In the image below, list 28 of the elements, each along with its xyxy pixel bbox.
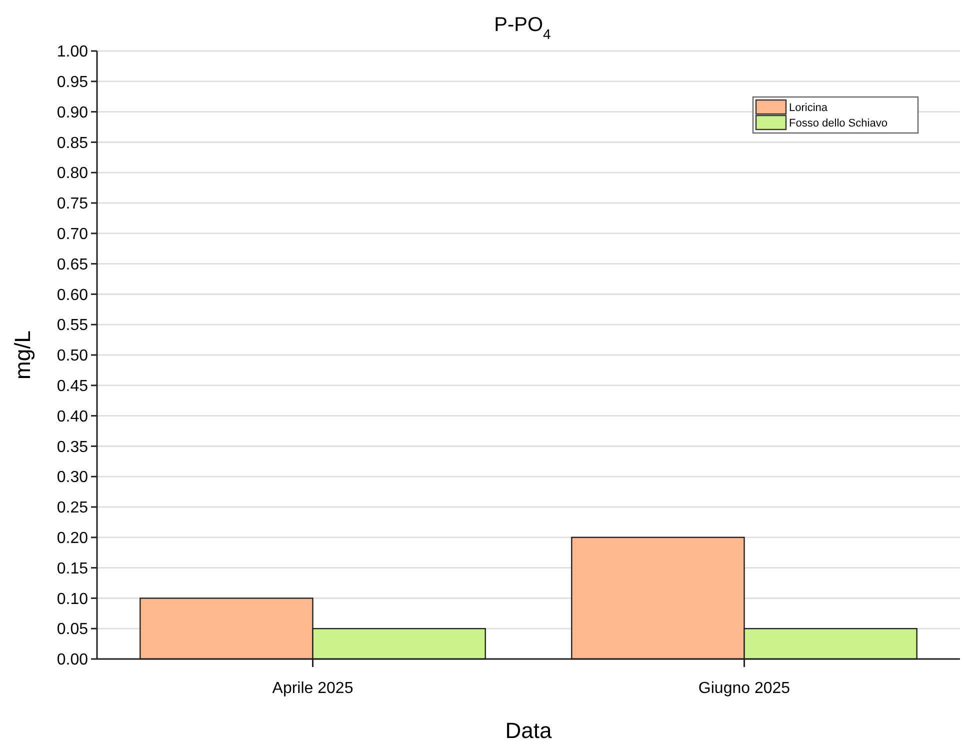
y-tick-label: 0.15	[56, 560, 88, 578]
y-tick-label: 1.00	[56, 44, 88, 61]
y-tick-label: 0.10	[56, 590, 88, 608]
y-tick-label: 0.70	[56, 226, 88, 243]
y-tick-label: 0.00	[56, 652, 88, 669]
y-tick-label: 0.60	[56, 286, 88, 304]
x-axis-title: Data	[505, 718, 552, 743]
x-tick-label: Aprile 2025	[272, 680, 354, 697]
y-tick-label: 0.55	[56, 317, 88, 334]
y-tick-label: 0.85	[56, 134, 88, 152]
chart-title: P-PO$_{4}$	[494, 14, 552, 42]
y-tick-label: 0.05	[56, 621, 88, 638]
y-tick-label: 0.75	[56, 196, 88, 213]
y-tick-label: 0.45	[56, 378, 88, 395]
y-tick-label: 0.35	[56, 438, 88, 456]
y-tick-label: 0.25	[56, 500, 88, 517]
legend-label: Loricina	[789, 102, 828, 114]
y-tick-label: 0.65	[56, 256, 88, 274]
y-tick-label: 0.30	[56, 469, 88, 486]
y-tick-label: 0.90	[56, 104, 88, 122]
y-axis-title: mg/L	[10, 330, 35, 380]
y-tick-label: 0.95	[56, 74, 88, 91]
legend-label: Fosso dello Schiavo	[789, 117, 888, 130]
y-tick-label: 0.40	[56, 408, 88, 426]
x-tick-label: Giugno 2025	[698, 680, 790, 697]
y-tick-label: 0.50	[56, 348, 88, 365]
y-tick-label: 0.80	[56, 165, 88, 182]
y-tick-label: 0.20	[56, 530, 88, 547]
